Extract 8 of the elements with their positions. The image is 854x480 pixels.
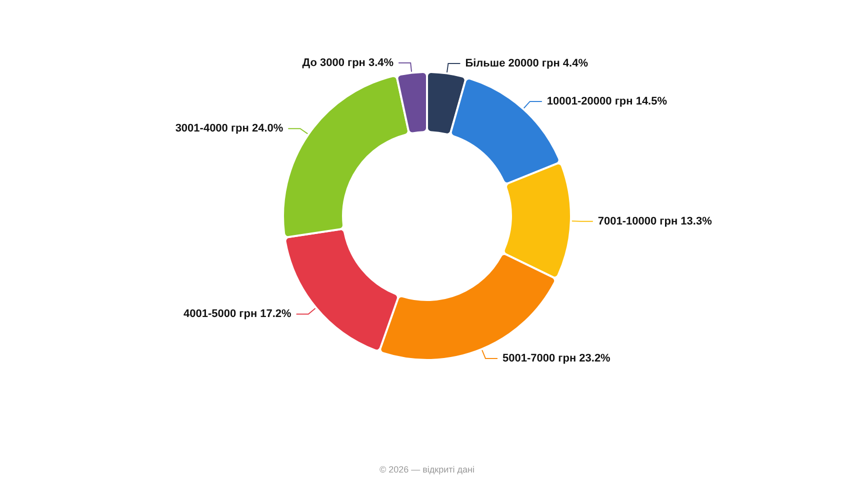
slice-label: 4001-5000 грн 17.2% bbox=[183, 308, 292, 320]
slice-label: 5001-7000 грн 23.2% bbox=[502, 352, 611, 364]
slice-label: 3001-4000 грн 24.0% bbox=[175, 122, 284, 135]
text: © 2026 — відкриті дані bbox=[379, 464, 475, 474]
slice-label: 10001-20000 грн 14.5% bbox=[546, 95, 668, 108]
slice-label: Більше 20000 грн 4.4% bbox=[465, 57, 588, 70]
slice-label: 7001-10000 грн 13.3% bbox=[598, 215, 712, 228]
slice-label: До 3000 грн 3.4% bbox=[302, 56, 394, 69]
